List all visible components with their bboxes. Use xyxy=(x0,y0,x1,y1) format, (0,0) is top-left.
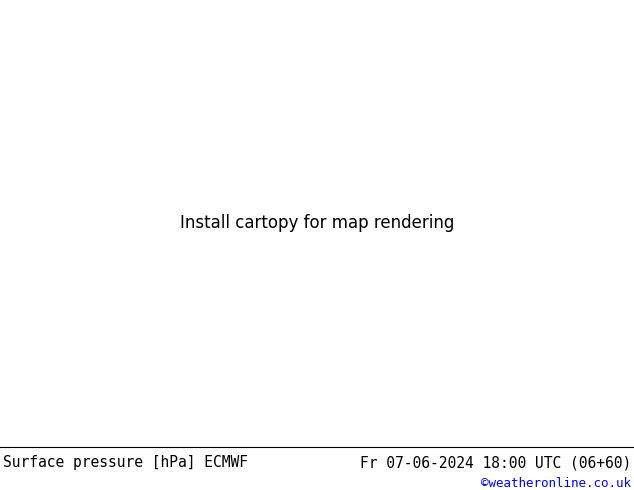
Text: Fr 07-06-2024 18:00 UTC (06+60): Fr 07-06-2024 18:00 UTC (06+60) xyxy=(359,455,631,470)
Text: ©weatheronline.co.uk: ©weatheronline.co.uk xyxy=(481,477,631,490)
Text: Install cartopy for map rendering: Install cartopy for map rendering xyxy=(180,214,454,232)
Text: Surface pressure [hPa] ECMWF: Surface pressure [hPa] ECMWF xyxy=(3,455,248,470)
